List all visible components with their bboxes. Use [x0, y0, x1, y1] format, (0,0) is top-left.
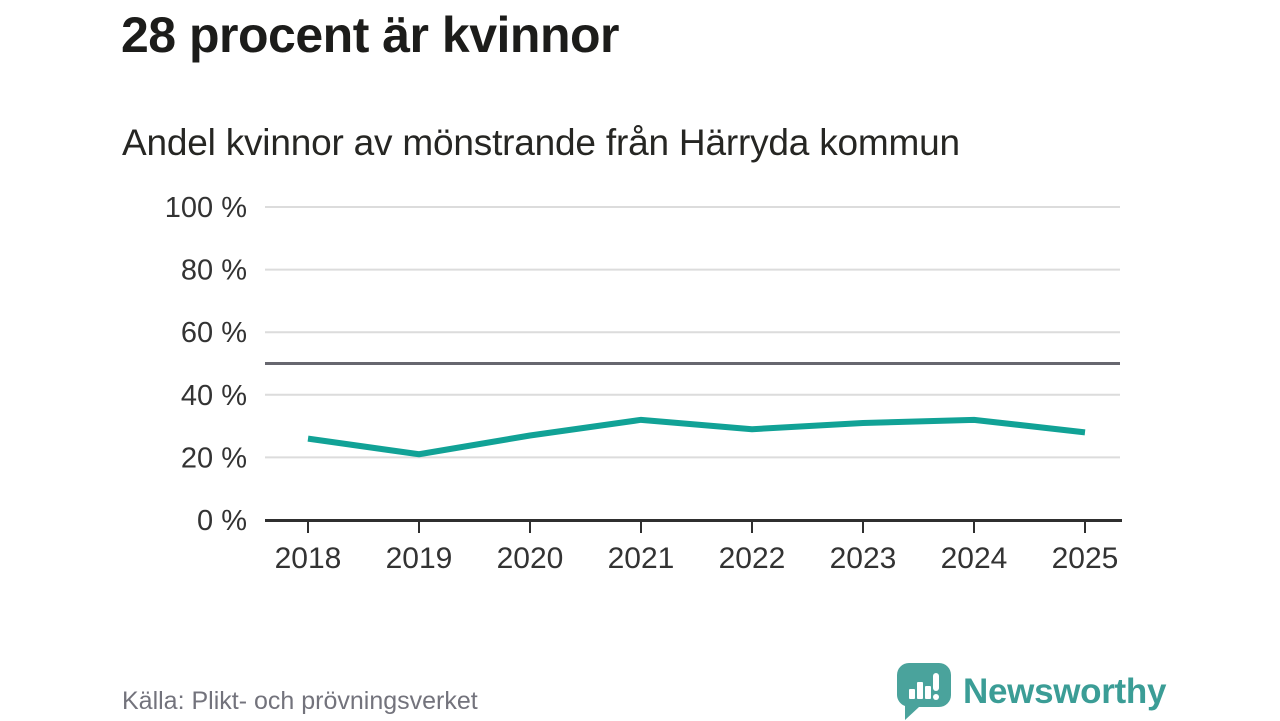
line-chart: 0 % 20 % 40 % 60 % 80 % 100 % 2018 2019 2020 2021… — [165, 192, 1122, 575]
x-tick-label: 2023 — [830, 542, 897, 575]
newsworthy-logo-icon — [897, 662, 951, 720]
brand-name: Newsworthy — [963, 671, 1167, 711]
y-tick-label: 0 % — [197, 505, 247, 537]
y-tick-label: 80 % — [181, 255, 247, 287]
x-tick-label: 2018 — [275, 542, 342, 575]
y-tick-label: 100 % — [165, 192, 247, 224]
x-tick-label: 2022 — [719, 542, 786, 575]
x-tick-label: 2020 — [497, 542, 564, 575]
x-tick-label: 2019 — [386, 542, 453, 575]
y-tick-label: 60 % — [181, 317, 247, 349]
page-title: 28 procent är kvinnor — [121, 7, 620, 63]
source-note: Källa: Plikt- och prövningsverket — [122, 687, 478, 715]
x-tick-label: 2024 — [941, 542, 1008, 575]
brand-logo: Newsworthy — [897, 662, 1167, 720]
x-tick-label: 2025 — [1052, 542, 1119, 575]
y-tick-label: 20 % — [181, 442, 247, 474]
y-tick-label: 40 % — [181, 380, 247, 412]
data-line — [307, 416, 1086, 458]
chart-subtitle: Andel kvinnor av mönstrande från Härryda… — [122, 122, 960, 163]
x-tick-label: 2021 — [608, 542, 675, 575]
